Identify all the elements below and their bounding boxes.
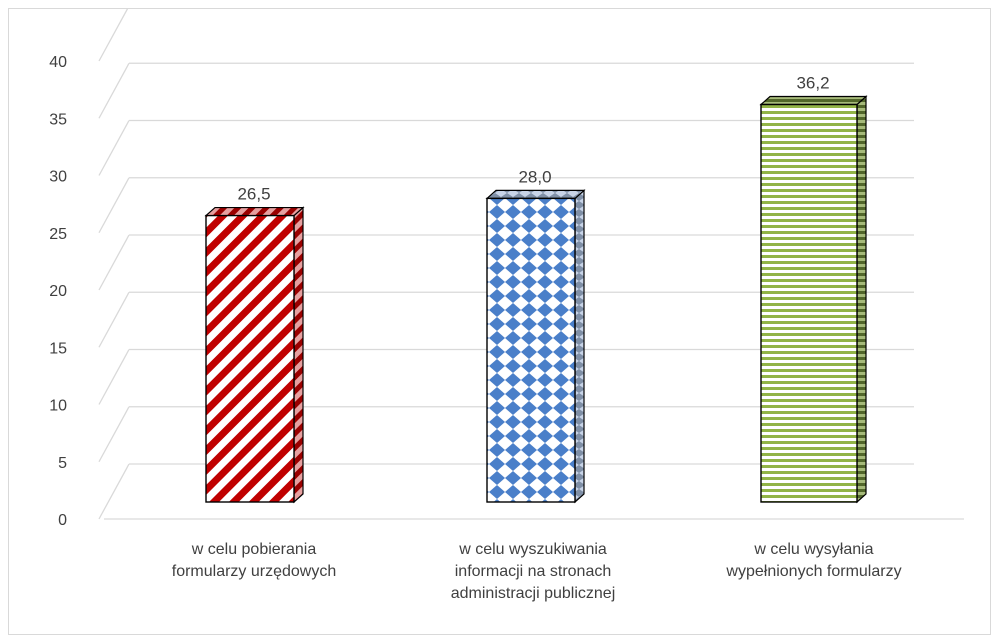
x-category-label-line: wypełnionych formularzy	[726, 563, 902, 580]
bar-wyszukiwania-front	[486, 197, 576, 503]
bar-pobierania	[204, 206, 305, 504]
data-label: 36,2	[796, 74, 829, 93]
bar-wyszukiwania	[485, 189, 586, 504]
x-category-label-line: administracji publicznej	[450, 585, 616, 602]
y-tick-label: 15	[49, 340, 67, 357]
x-category-label-line: w celu pobierania	[191, 541, 317, 558]
y-tick-label: 25	[49, 226, 67, 243]
y-tick-label: 30	[49, 169, 67, 186]
gridline-depth	[98, 62, 130, 119]
bar-wysylania-top	[759, 95, 868, 106]
bar-pobierania-top	[204, 206, 305, 217]
y-tick-label: 10	[49, 398, 67, 415]
bar-pobierania-front	[205, 214, 295, 503]
bar-wysylania-side	[856, 95, 867, 504]
gridline-depth	[98, 120, 130, 176]
bar-chart: 0 5 10 15 20 25 30 35 40 26,5 28,0 36,2	[49, 9, 964, 529]
x-category-label-line: formularzy urzędowych	[171, 563, 337, 580]
gridline-depth	[98, 463, 130, 520]
bar-pobierania-side	[293, 206, 304, 504]
data-label: 26,5	[237, 185, 270, 204]
x-category-label-line: w celu wyszukiwania	[459, 541, 607, 558]
y-tick-label: 5	[58, 455, 67, 472]
gridline-depth	[98, 234, 130, 291]
gridline-depth	[98, 406, 130, 463]
gridline-depth	[98, 177, 130, 234]
gridline-depth	[98, 291, 130, 348]
x-category-label-line: w celu wysyłania	[754, 541, 874, 558]
y-tick-label: 0	[58, 512, 67, 529]
x-category-label-line: informacji na stronach	[454, 563, 612, 580]
y-tick-label: 35	[49, 111, 67, 128]
bar-wyszukiwania-side	[574, 189, 585, 504]
gridline-depth	[98, 349, 130, 405]
gridline-depth	[98, 9, 129, 62]
bar-wysylania-front	[760, 103, 858, 503]
chart-frame: 0 5 10 15 20 25 30 35 40 26,5 28,0 36,2 w celu pob…	[8, 8, 991, 635]
x-category-label: w celu pobierania formularzy urzędowych	[134, 539, 374, 583]
bar-wysylania	[759, 95, 868, 504]
bar-wyszukiwania-top	[485, 189, 586, 199]
data-label: 28,0	[518, 167, 551, 186]
y-tick-label: 20	[49, 283, 67, 300]
x-category-label: w celu wysyłania wypełnionych formularzy	[694, 539, 934, 583]
x-category-label: w celu wyszukiwania informacji na stronac…	[413, 539, 653, 605]
y-tick-label: 40	[49, 54, 67, 71]
